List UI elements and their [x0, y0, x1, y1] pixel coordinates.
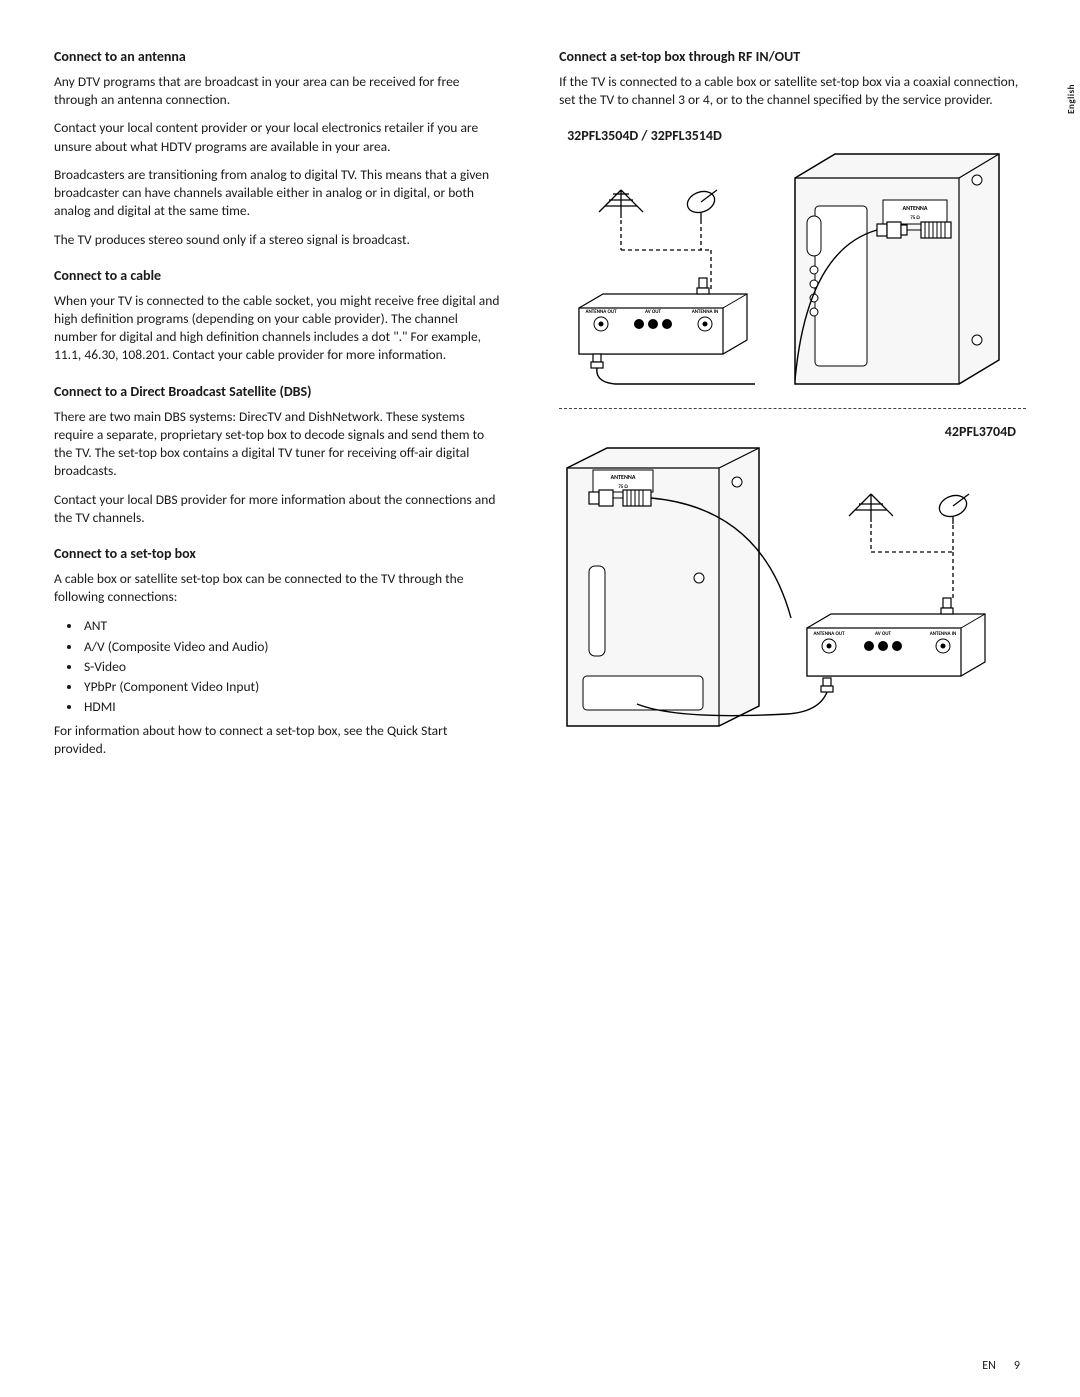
set-top-box-icon: ANTENNA OUT AV OUT ANTENNA IN	[807, 614, 985, 676]
list-item: HDMI	[82, 697, 501, 717]
antenna-port-label: ANTENNA	[903, 204, 928, 212]
footer-page-number: 9	[1014, 1359, 1020, 1373]
model-label-1: 32PFL3504D / 32PFL3514D	[567, 127, 1026, 144]
section-rf: Connect a set-top box through RF IN/OUT …	[559, 48, 1026, 109]
para: When your TV is connected to the cable s…	[54, 292, 501, 365]
para: If the TV is connected to a cable box or…	[559, 73, 1026, 109]
section-stb: Connect to a set-top box A cable box or …	[54, 545, 501, 758]
av-out-label: AV OUT	[875, 631, 892, 637]
para: Contact your local content provider or y…	[54, 119, 501, 155]
para: A cable box or satellite set-top box can…	[54, 570, 501, 606]
list-item: ANT	[82, 616, 501, 636]
antenna-icon	[849, 494, 893, 522]
coax-connector-icon	[941, 598, 953, 614]
antenna-icon	[599, 190, 643, 218]
para: The TV produces stereo sound only if a s…	[54, 231, 501, 249]
language-tab: English	[1066, 84, 1077, 114]
coax-connector-icon	[591, 354, 603, 368]
satellite-dish-icon	[936, 492, 969, 524]
antenna-in-label: ANTENNA IN	[692, 309, 719, 315]
diagram-tv-back-side: ANTENNA 75 Ω	[787, 150, 1007, 390]
para: Contact your local DBS provider for more…	[54, 491, 501, 527]
stb-connection-list: ANT A/V (Composite Video and Audio) S-Vi…	[82, 616, 501, 717]
right-column: Connect a set-top box through RF IN/OUT …	[559, 48, 1026, 776]
para: Broadcasters are transitioning from anal…	[54, 166, 501, 221]
section-antenna: Connect to an antenna Any DTV programs t…	[54, 48, 501, 249]
section-dbs: Connect to a Direct Broadcast Satellite …	[54, 383, 501, 527]
set-top-box-icon: ANTENNA OUT AV OUT ANTENNA IN	[579, 294, 747, 354]
page: English Connect to an antenna Any DTV pr…	[0, 0, 1080, 1397]
list-item: YPbPr (Component Video Input)	[82, 677, 501, 697]
list-item: S-Video	[82, 657, 501, 677]
coax-connector-icon	[821, 678, 833, 692]
diagram-model1: ANTENNA OUT AV OUT ANTENNA IN	[559, 150, 1026, 390]
page-footer: EN 9	[982, 1359, 1020, 1373]
diagram-divider	[559, 408, 1026, 409]
antenna-ohm-label: 75 Ω	[910, 215, 920, 221]
diagram-model2: ANTENNA 75 Ω	[559, 446, 1019, 746]
heading-cable: Connect to a cable	[54, 267, 501, 284]
antenna-port-label: ANTENNA	[611, 473, 636, 481]
heading-antenna: Connect to an antenna	[54, 48, 501, 65]
section-cable: Connect to a cable When your TV is conne…	[54, 267, 501, 365]
para: Any DTV programs that are broadcast in y…	[54, 73, 501, 109]
coax-connector-icon	[697, 278, 709, 294]
two-column-layout: Connect to an antenna Any DTV programs t…	[54, 48, 1026, 776]
heading-stb: Connect to a set-top box	[54, 545, 501, 562]
antenna-in-label: ANTENNA IN	[930, 631, 957, 637]
para: For information about how to connect a s…	[54, 722, 501, 758]
footer-lang: EN	[982, 1359, 996, 1373]
heading-dbs: Connect to a Direct Broadcast Satellite …	[54, 383, 501, 400]
satellite-dish-icon	[684, 188, 717, 220]
para: There are two main DBS systems: DirecTV …	[54, 408, 501, 481]
antenna-out-label: ANTENNA OUT	[586, 309, 618, 315]
diagram-stb-inputs: ANTENNA OUT AV OUT ANTENNA IN	[559, 150, 769, 390]
heading-rf: Connect a set-top box through RF IN/OUT	[559, 48, 1026, 65]
list-item: A/V (Composite Video and Audio)	[82, 637, 501, 657]
model-label-2: 42PFL3704D	[567, 423, 1016, 440]
antenna-ohm-label: 75 Ω	[618, 484, 628, 490]
antenna-out-label: ANTENNA OUT	[814, 631, 846, 637]
av-out-label: AV OUT	[645, 309, 662, 315]
left-column: Connect to an antenna Any DTV programs t…	[54, 48, 501, 776]
